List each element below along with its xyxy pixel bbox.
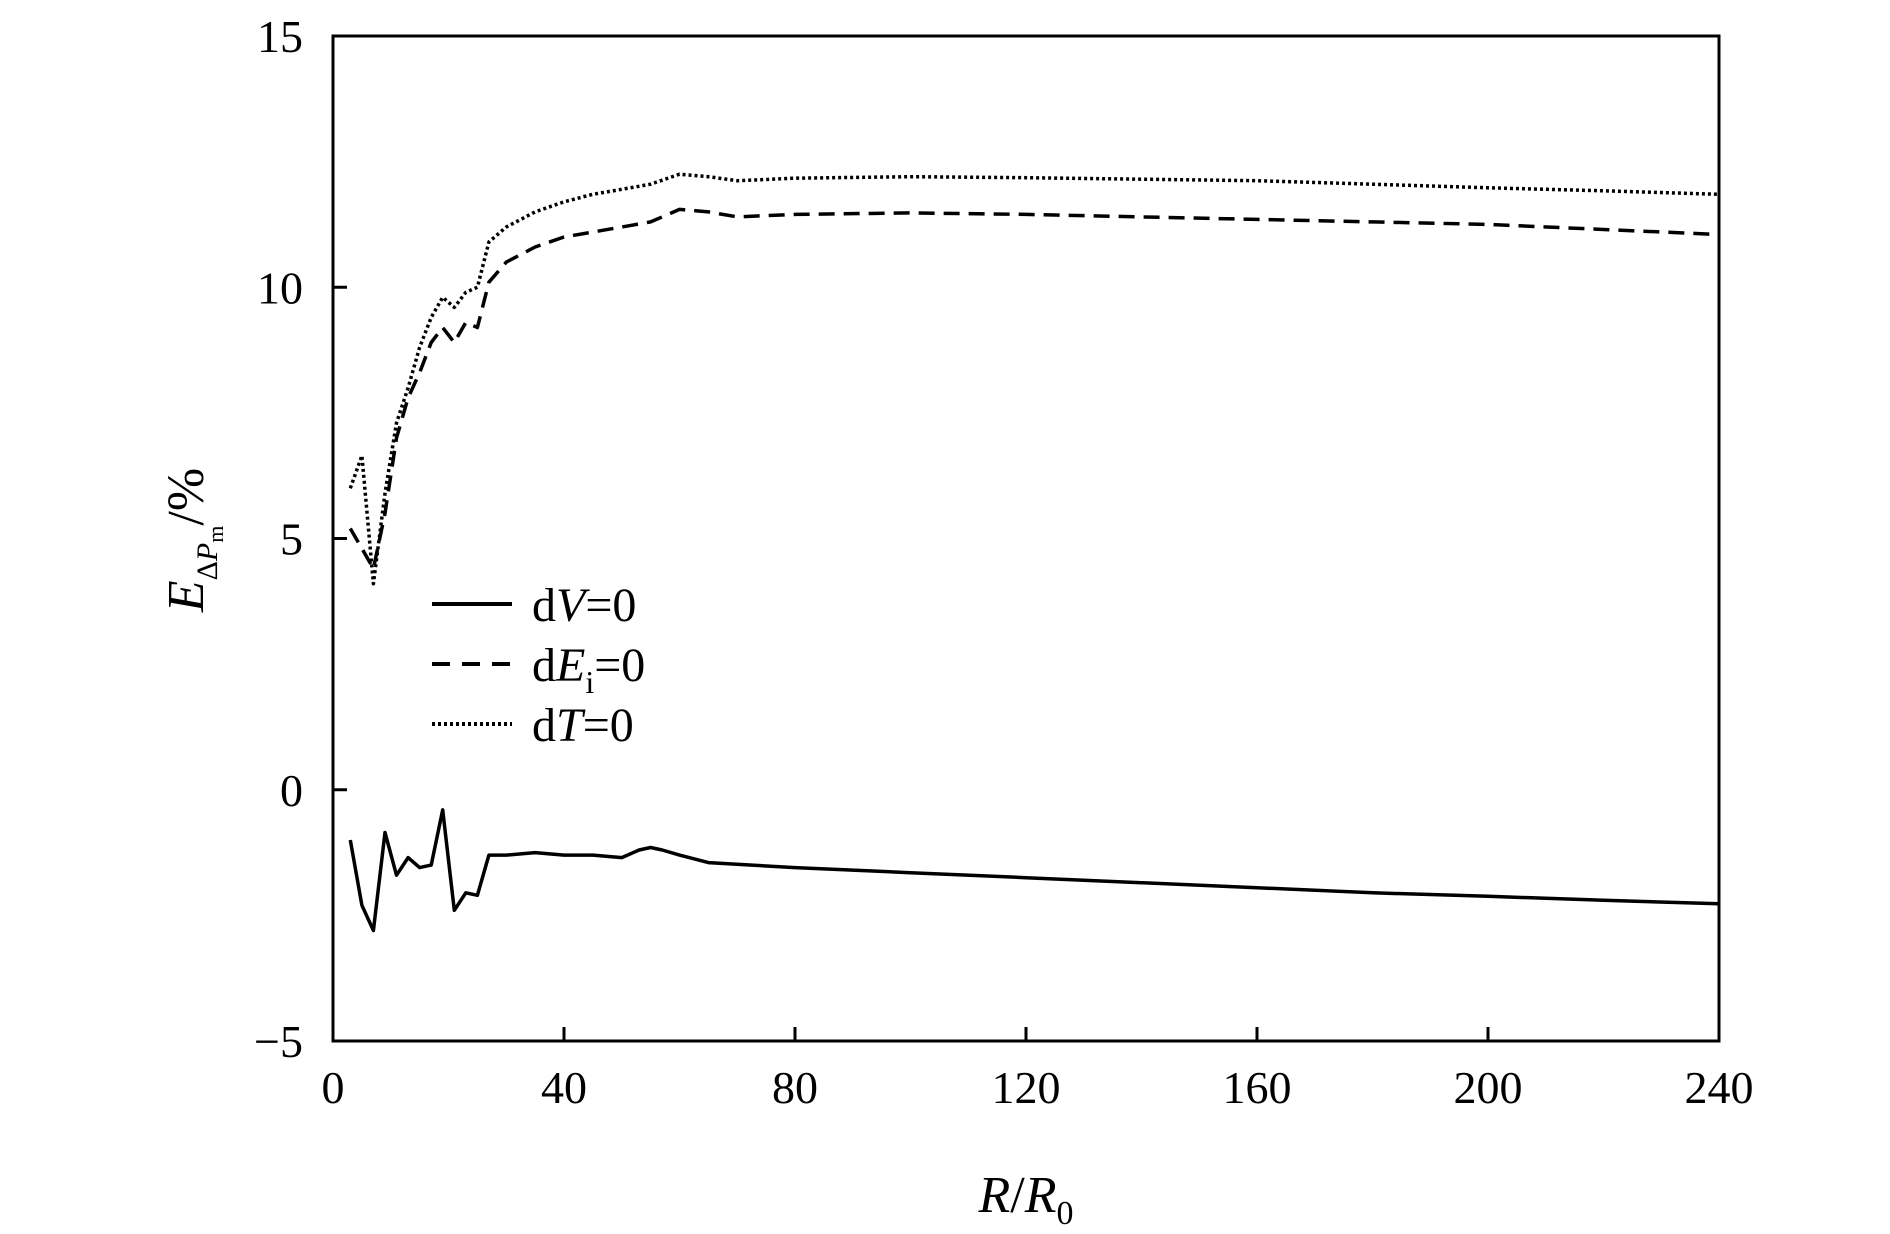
x-tick-label-1: 40: [541, 1062, 587, 1113]
y-axis-label: EΔPm/%: [158, 468, 228, 613]
legend: dV=0 dEi=0dT=0: [432, 579, 645, 752]
x-tick-label-3: 120: [992, 1062, 1061, 1113]
axis-tick-labels: 0 40 80 120 160 200 240 −5 0 5 10 15: [254, 11, 1753, 1113]
y-tick-label-3: 10: [257, 262, 303, 313]
x-tick-label-0: 0: [322, 1062, 345, 1113]
x-tick-label-2: 80: [772, 1062, 818, 1113]
x-tick-label-5: 200: [1454, 1062, 1523, 1113]
legend-label-2: dT=0: [532, 699, 634, 752]
series-line-1: [348, 207, 1719, 571]
series-layer: [348, 172, 1719, 933]
x-tick-label-4: 160: [1223, 1062, 1292, 1113]
y-tick-label-1: 0: [280, 765, 303, 816]
legend-label-1: dEi=0: [532, 639, 645, 700]
x-tick-label-6: 240: [1685, 1062, 1754, 1113]
series-line-2: [348, 172, 1719, 586]
y-tick-label-2: 5: [280, 514, 303, 565]
x-axis-label: R/R0: [978, 1167, 1074, 1232]
y-tick-label-4: 15: [257, 11, 303, 62]
y-tick-label-0: −5: [254, 1016, 303, 1067]
axis-ticks: [331, 34, 1721, 1043]
series-line-0: [348, 808, 1719, 933]
legend-label-0: dV=0: [532, 579, 636, 632]
